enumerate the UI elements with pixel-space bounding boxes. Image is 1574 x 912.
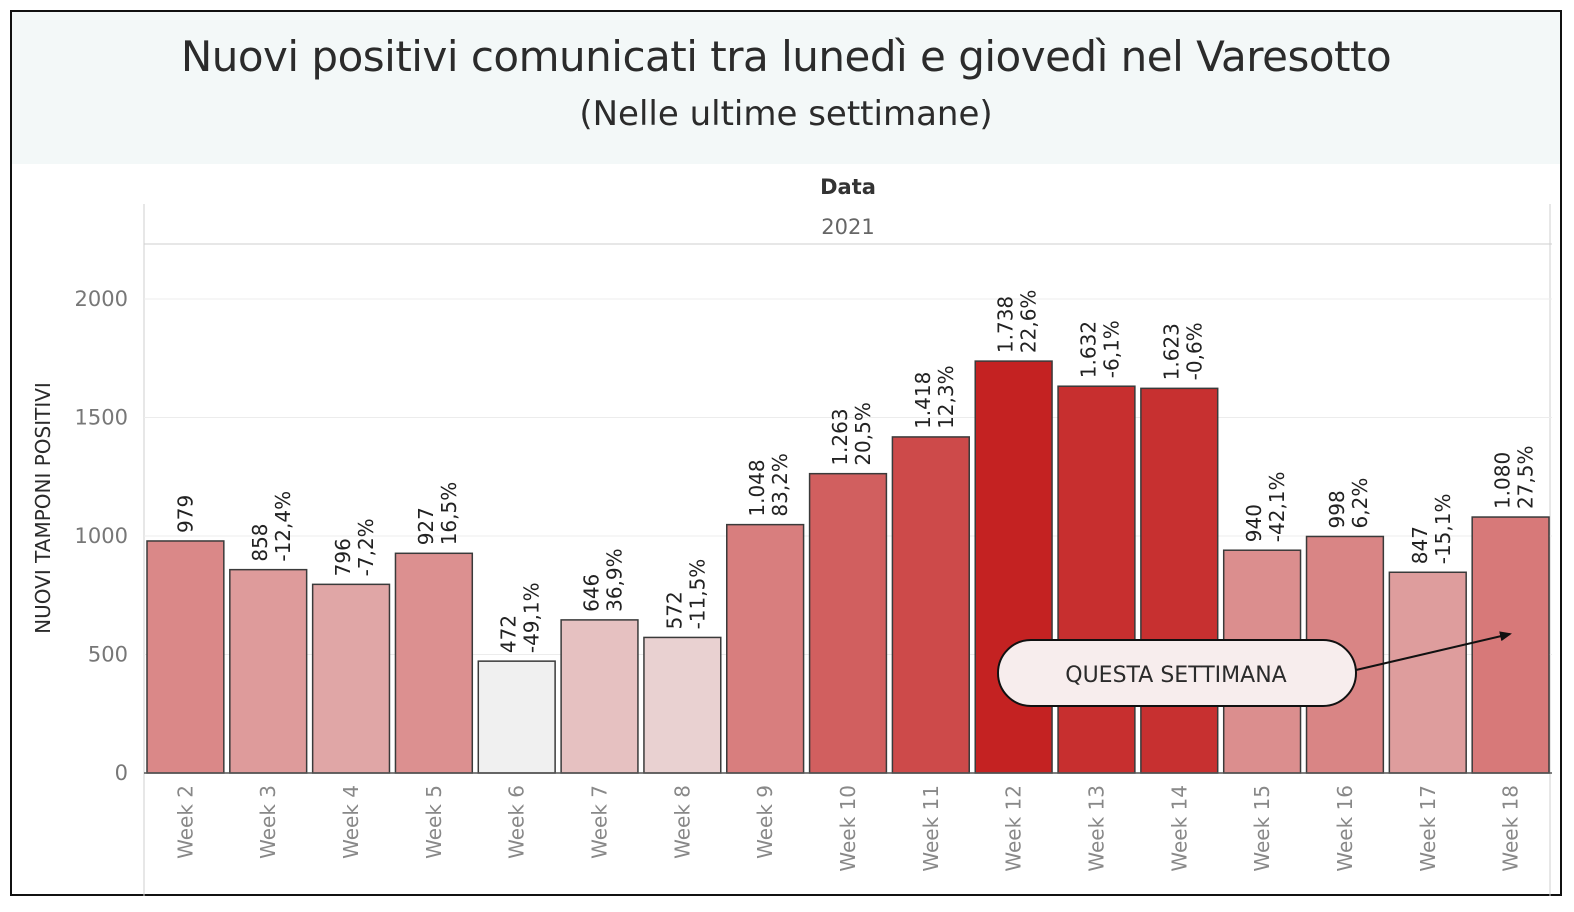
y-tick-labels: 0 500 1000 1500 2000 bbox=[75, 287, 128, 785]
x-tick-label: Week 16 bbox=[1333, 785, 1357, 872]
y-tick-label: 1500 bbox=[75, 406, 128, 430]
bar-labels: 979 858 -12,4% 796 -7,2% 927 16,5% 472 -49,1% 646… bbox=[173, 290, 1537, 654]
value-label: 940 bbox=[1242, 504, 1266, 542]
bar bbox=[311, 583, 391, 774]
x-tick-label: Week 4 bbox=[339, 785, 363, 859]
value-label: 1.738 bbox=[994, 296, 1018, 353]
x-tick-labels: Week 2 Week 3 Week 4 Week 5 Week 6 Week 7 Week… bbox=[173, 785, 1522, 872]
pct-change-label: 12,3% bbox=[934, 365, 958, 429]
pct-change-label: -11,5% bbox=[685, 559, 709, 630]
x-tick-label: Week 10 bbox=[836, 785, 860, 872]
pct-change-label: 16,5% bbox=[437, 482, 461, 546]
value-label: 572 bbox=[662, 591, 686, 629]
x-tick-label: Week 2 bbox=[173, 785, 197, 859]
pct-change-label: 22,6% bbox=[1017, 290, 1041, 354]
x-tick-label: Week 15 bbox=[1250, 785, 1274, 872]
bar bbox=[726, 523, 805, 774]
bar bbox=[974, 360, 1053, 774]
value-label: 1.623 bbox=[1159, 323, 1183, 380]
bar bbox=[1057, 385, 1136, 774]
y-axis-label: NUOVI TAMPONI POSITIVI bbox=[31, 382, 55, 634]
y-tick-label: 0 bbox=[115, 761, 128, 785]
bar bbox=[1388, 571, 1467, 774]
x-tick-label: Week 5 bbox=[422, 785, 446, 859]
bar bbox=[643, 636, 722, 774]
chart-title: Nuovi positivi comunicati tra lunedì e g… bbox=[180, 32, 1392, 81]
pct-change-label: -12,4% bbox=[271, 491, 295, 562]
bar bbox=[1140, 387, 1219, 774]
pct-change-label: 20,5% bbox=[851, 402, 875, 466]
year-header: 2021 bbox=[821, 215, 874, 239]
pct-change-label: -49,1% bbox=[520, 582, 544, 653]
bar bbox=[560, 619, 639, 774]
pct-change-label: -42,1% bbox=[1265, 471, 1289, 542]
bar bbox=[394, 552, 474, 774]
value-label: 1.048 bbox=[745, 459, 769, 516]
bar bbox=[808, 472, 888, 774]
x-tick-label: Week 11 bbox=[919, 785, 943, 872]
pct-change-label: -6,1% bbox=[1099, 320, 1123, 378]
x-tick-label: Week 18 bbox=[1499, 785, 1523, 872]
value-label: 1.263 bbox=[828, 408, 852, 465]
value-label: 998 bbox=[1325, 490, 1349, 528]
value-label: 1.418 bbox=[911, 372, 935, 429]
y-tick-label: 1000 bbox=[75, 524, 128, 548]
header-band: Nuovi positivi comunicati tra lunedì e g… bbox=[12, 12, 1560, 164]
pct-change-label: -15,1% bbox=[1431, 493, 1455, 564]
bar bbox=[891, 436, 970, 774]
bar bbox=[1471, 516, 1550, 774]
value-label: 1.632 bbox=[1076, 321, 1100, 378]
x-tick-label: Week 14 bbox=[1167, 785, 1191, 872]
value-label: 472 bbox=[497, 615, 521, 653]
column-header: Data bbox=[820, 175, 876, 199]
x-tick-label: Week 13 bbox=[1084, 785, 1108, 872]
x-tick-label: Week 3 bbox=[256, 785, 280, 859]
value-label: 858 bbox=[248, 523, 272, 561]
bar bbox=[146, 540, 225, 774]
pct-change-label: 36,9% bbox=[603, 548, 627, 612]
annotation-text: QUESTA SETTIMANA bbox=[1065, 663, 1286, 688]
pct-change-label: -0,6% bbox=[1182, 322, 1206, 380]
pct-change-label: 83,2% bbox=[768, 453, 792, 517]
x-tick-label: Week 7 bbox=[588, 785, 612, 859]
value-label: 796 bbox=[331, 538, 355, 576]
x-tick-label: Week 8 bbox=[670, 785, 694, 859]
value-label: 847 bbox=[1408, 526, 1432, 564]
pct-change-label: 27,5% bbox=[1514, 445, 1538, 509]
value-label: 927 bbox=[414, 507, 438, 545]
pct-change-label: -7,2% bbox=[354, 518, 378, 576]
value-label: 646 bbox=[580, 574, 604, 612]
value-label: 1.080 bbox=[1491, 452, 1515, 509]
bar bbox=[477, 660, 556, 774]
y-tick-label: 2000 bbox=[75, 287, 128, 311]
bars bbox=[146, 360, 1550, 774]
y-tick-label: 500 bbox=[88, 643, 128, 667]
annotation-bubble bbox=[997, 639, 1357, 707]
x-tick-label: Week 9 bbox=[753, 785, 777, 859]
annotation-arrow bbox=[1355, 631, 1512, 671]
chart-subtitle: (Nelle ultime settimane) bbox=[579, 94, 993, 134]
value-label: 979 bbox=[173, 495, 197, 533]
bar bbox=[229, 568, 308, 774]
x-tick-label: Week 17 bbox=[1416, 785, 1440, 872]
x-tick-label: Week 6 bbox=[505, 785, 529, 859]
annotation-callout: QUESTA SETTIMANA bbox=[997, 631, 1512, 707]
pct-change-label: 6,2% bbox=[1348, 478, 1372, 529]
x-tick-label: Week 12 bbox=[1002, 785, 1026, 872]
